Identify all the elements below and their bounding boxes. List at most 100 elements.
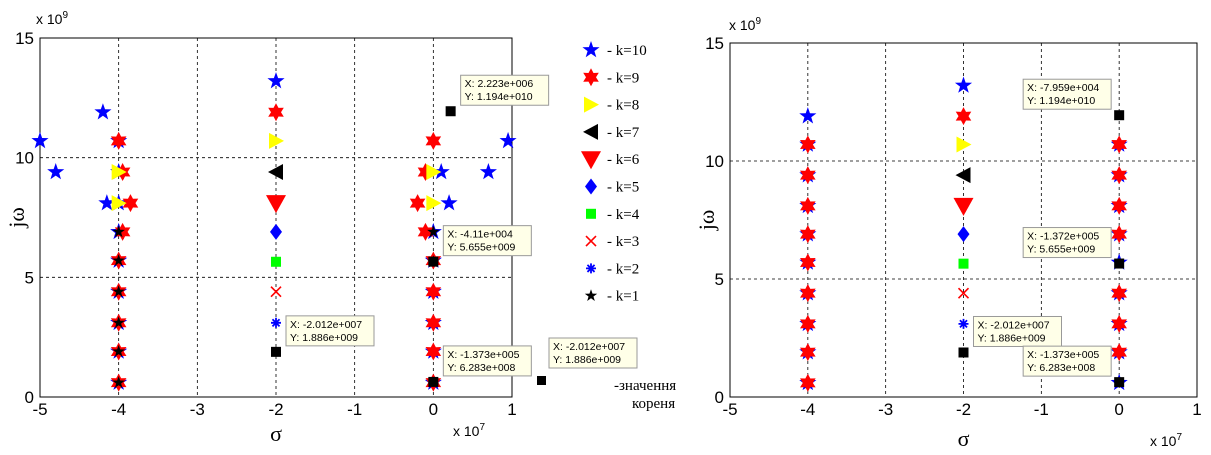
- data-point: [957, 287, 970, 299]
- y-multiplier: x 109: [729, 16, 761, 33]
- datatip-box: [460, 74, 550, 106]
- legend-label: - k=3: [607, 234, 639, 250]
- data-point: [122, 194, 139, 213]
- datatip-x: X: -1.373e+005: [447, 349, 519, 361]
- datatip-x: X: -4.11e+004: [447, 229, 513, 241]
- data-point: [112, 316, 125, 329]
- x-axis-label: σ: [270, 421, 282, 446]
- data-point: [266, 195, 286, 214]
- data-point: [425, 313, 442, 332]
- x-tick-label: -3: [878, 400, 893, 419]
- datatip-y: Y: 5.655e+009: [1027, 244, 1095, 256]
- y-tick-label: 10: [15, 149, 34, 168]
- datatip-box: [442, 225, 532, 257]
- legend-marker: [582, 41, 600, 58]
- plot-frame: [729, 42, 1198, 398]
- data-point: [1111, 225, 1127, 244]
- data-point: [98, 194, 116, 211]
- root-marker: [537, 376, 546, 385]
- data-point: [428, 256, 439, 267]
- data-point: [1111, 343, 1127, 362]
- root-note-tip-x: X: -2.012e+007: [553, 341, 625, 353]
- data-point: [955, 107, 972, 126]
- x-tick-label: 1: [1192, 400, 1201, 419]
- legend-label: - k=9: [607, 70, 639, 86]
- x-tick-label: -5: [722, 400, 737, 419]
- data-point: [267, 72, 285, 89]
- data-point: [269, 132, 284, 149]
- legend-label: - k=4: [607, 207, 640, 223]
- datatip-x: X: -7.959e+004: [1027, 82, 1099, 94]
- legend-label: - k=7: [607, 125, 640, 141]
- data-point: [440, 194, 458, 211]
- x-tick-label: -5: [32, 400, 47, 419]
- legend-label: - k=1: [607, 289, 639, 305]
- datatip-box: [1022, 345, 1112, 377]
- data-point: [800, 166, 816, 185]
- data-point: [268, 103, 284, 122]
- root-note-tip-y: Y: 1.886e+009: [553, 354, 621, 366]
- legend-marker: [585, 235, 597, 247]
- x-tick-label: -4: [800, 400, 815, 419]
- data-point: [114, 222, 131, 241]
- root-note-line2: кореня: [632, 396, 675, 412]
- data-point: [958, 347, 969, 358]
- data-point: [271, 346, 281, 357]
- x-tick-label: 0: [1114, 400, 1123, 419]
- data-point: [1114, 377, 1125, 388]
- plot-frame: [39, 37, 513, 398]
- data-point: [432, 163, 450, 180]
- root-note-line1: -значення: [614, 378, 676, 394]
- data-point: [94, 103, 112, 120]
- data-point: [425, 342, 442, 361]
- data-point: [417, 222, 434, 241]
- datatip-box: [973, 315, 1062, 347]
- y-multiplier: x 109: [36, 10, 68, 27]
- legend: - k=10 - k=9 - k=8 - k=7 - k=6 - k=5 - k=4 - k=…: [581, 41, 647, 305]
- data-point: [1111, 166, 1127, 185]
- legend-marker: [581, 151, 601, 170]
- data-point: [111, 195, 127, 212]
- y-tick-label: 5: [715, 270, 724, 289]
- data-point: [800, 373, 816, 392]
- datatip-box: [442, 345, 532, 377]
- datatip-box: [285, 315, 375, 347]
- data-point: [799, 107, 817, 124]
- data-point: [417, 163, 434, 182]
- data-point: [499, 131, 517, 149]
- data-point: [1111, 135, 1127, 154]
- data-point: [954, 76, 973, 93]
- data-point: [958, 258, 969, 269]
- datatip-y: Y: 5.655e+009: [447, 242, 515, 254]
- data-point: [1111, 196, 1127, 215]
- datatip-y: Y: 1.886e+009: [290, 332, 358, 344]
- root-note-tip-box: [548, 337, 638, 369]
- x-tick-label: 0: [429, 400, 438, 419]
- data-point: [800, 284, 816, 303]
- data-point: [1114, 110, 1125, 121]
- data-point: [270, 286, 282, 298]
- data-point: [800, 135, 816, 154]
- legend-marker: [586, 208, 596, 219]
- legend-label: - k=5: [607, 180, 639, 196]
- x-tick-label: -4: [111, 400, 126, 419]
- data-point: [112, 376, 125, 388]
- data-point: [1111, 314, 1127, 333]
- data-point: [479, 163, 497, 180]
- datatip-y: Y: 1.886e+009: [978, 332, 1046, 344]
- y-axis-label: jω: [4, 207, 29, 229]
- data-point: [800, 225, 816, 244]
- datatip-x: X: -1.373e+005: [1027, 349, 1099, 361]
- data-point: [1114, 258, 1125, 269]
- datatip-x: X: -2.012e+007: [290, 319, 362, 331]
- legend-label: - k=2: [607, 261, 639, 277]
- y-tick-label: 10: [705, 152, 724, 171]
- legend-label: - k=8: [607, 98, 639, 114]
